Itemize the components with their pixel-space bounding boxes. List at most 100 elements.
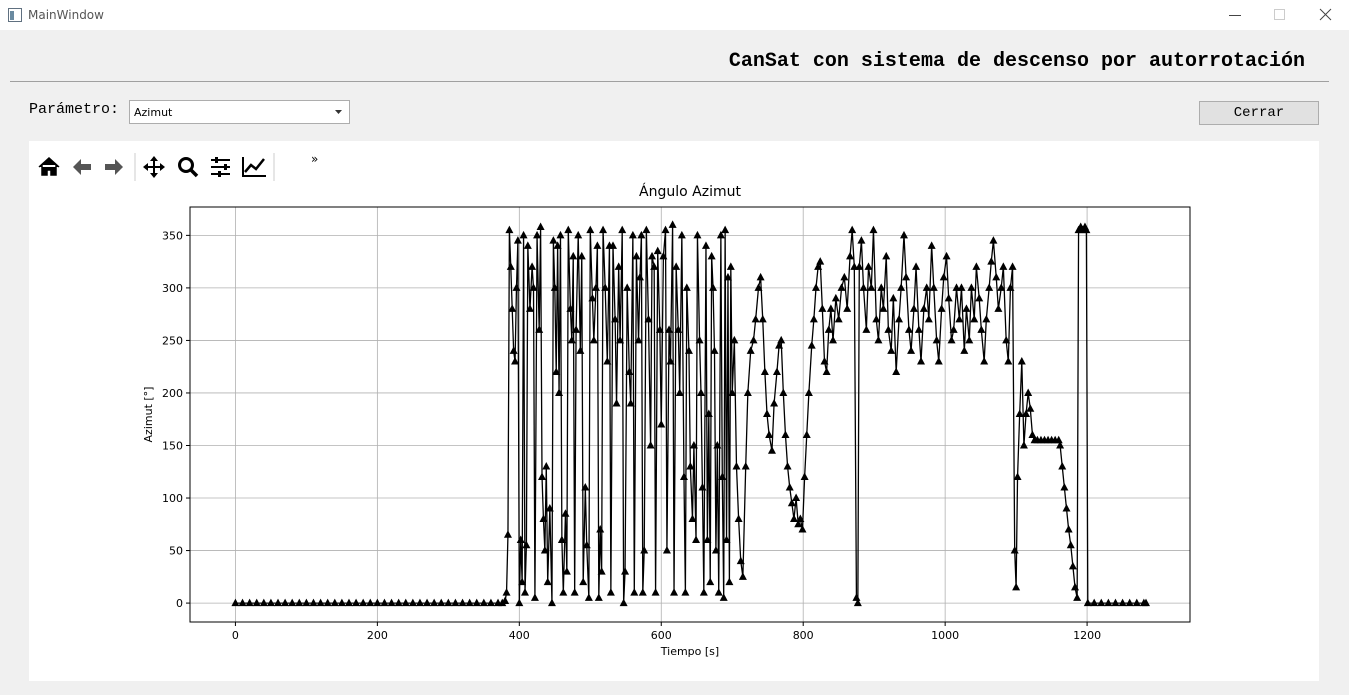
- data-marker: [245, 598, 254, 607]
- edit-axis-button[interactable]: [242, 157, 266, 177]
- data-marker: [516, 535, 525, 544]
- data-marker: [730, 335, 739, 344]
- data-marker: [616, 335, 625, 344]
- data-marker: [579, 577, 588, 586]
- x-tick-label: 600: [651, 629, 672, 642]
- back-button[interactable]: [73, 159, 91, 175]
- data-marker: [1118, 598, 1127, 607]
- data-marker: [818, 304, 827, 312]
- data-line: [235, 224, 1146, 604]
- data-marker: [949, 325, 958, 333]
- data-marker: [734, 514, 743, 523]
- data-marker: [486, 598, 495, 607]
- data-marker: [816, 257, 825, 265]
- data-marker: [929, 283, 938, 291]
- configure-button[interactable]: [211, 157, 230, 177]
- toolbar-more[interactable]: »: [311, 152, 318, 166]
- data-marker: [1066, 540, 1075, 549]
- data-marker: [309, 598, 318, 607]
- data-marker: [502, 588, 511, 596]
- data-marker: [529, 283, 538, 291]
- data-marker: [922, 283, 931, 291]
- data-marker: [593, 241, 602, 249]
- data-marker: [792, 493, 801, 502]
- data-marker: [344, 598, 353, 607]
- dropdown-arrow: [335, 110, 342, 114]
- data-marker: [947, 335, 956, 344]
- data-marker: [924, 314, 933, 323]
- data-marker: [591, 283, 600, 291]
- maximize-button[interactable]: [1274, 9, 1285, 20]
- data-marker: [523, 241, 532, 249]
- data-marker: [1054, 435, 1063, 444]
- zoom-button[interactable]: [178, 157, 199, 178]
- data-marker: [831, 293, 840, 302]
- data-marker: [577, 251, 586, 260]
- data-marker: [914, 325, 923, 333]
- data-marker: [662, 546, 671, 554]
- data-marker: [581, 483, 590, 491]
- data-marker: [323, 598, 332, 607]
- data-marker: [380, 598, 389, 607]
- data-marker: [932, 335, 941, 344]
- data-marker: [994, 304, 1003, 312]
- data-marker: [665, 325, 674, 333]
- data-marker: [1090, 598, 1099, 607]
- close-window-button[interactable]: [1319, 8, 1332, 21]
- data-marker: [763, 409, 772, 417]
- data-marker: [337, 598, 346, 607]
- parameter-select[interactable]: Azimut: [129, 100, 350, 124]
- x-tick-label: 400: [509, 629, 530, 642]
- data-marker: [635, 272, 644, 281]
- data-marker: [719, 593, 728, 601]
- data-marker: [599, 225, 608, 234]
- data-marker: [756, 272, 765, 281]
- data-marker: [714, 588, 723, 596]
- data-marker: [522, 540, 531, 549]
- data-marker: [561, 509, 570, 517]
- data-marker: [501, 596, 510, 604]
- data-marker: [710, 346, 719, 354]
- chart: Ángulo Azimut Tiempo [s] Azimut [°] 0 200 400…: [142, 183, 1191, 658]
- data-marker: [809, 314, 818, 323]
- data-marker: [547, 598, 556, 607]
- data-marker: [736, 556, 745, 565]
- data-marker: [1073, 593, 1082, 601]
- data-marker: [862, 325, 871, 333]
- data-marker: [638, 588, 647, 596]
- forward-button[interactable]: [105, 159, 123, 175]
- data-marker: [1082, 225, 1091, 234]
- data-marker: [882, 251, 891, 260]
- data-marker: [644, 314, 653, 323]
- close-button[interactable]: Cerrar: [1199, 101, 1319, 125]
- data-marker: [962, 304, 971, 312]
- data-marker: [1060, 483, 1069, 491]
- home-button[interactable]: [38, 156, 60, 176]
- data-marker: [566, 304, 575, 312]
- data-marker: [570, 588, 579, 596]
- data-marker: [707, 251, 716, 260]
- axes-frame: [189, 206, 1191, 623]
- pan-button[interactable]: [143, 156, 165, 178]
- y-axis-label: Azimut [°]: [142, 387, 155, 443]
- data-marker: [266, 598, 275, 607]
- data-marker: [722, 535, 731, 544]
- x-tick-label: 0: [232, 629, 239, 642]
- data-marker: [1010, 546, 1019, 554]
- data-marker: [681, 588, 690, 596]
- data-marker: [562, 567, 571, 575]
- data-marker: [811, 283, 820, 291]
- data-marker: [506, 262, 515, 270]
- data-marker: [1068, 561, 1077, 570]
- data-marker: [975, 293, 984, 302]
- data-marker: [550, 283, 559, 291]
- y-tick-label: 350: [162, 229, 183, 242]
- x-tick-label: 800: [793, 629, 814, 642]
- data-marker: [837, 283, 846, 291]
- data-marker: [944, 293, 953, 302]
- data-marker: [373, 598, 382, 607]
- data-marker: [553, 241, 562, 249]
- data-marker: [807, 341, 816, 349]
- data-marker: [697, 388, 706, 396]
- data-marker: [655, 325, 664, 333]
